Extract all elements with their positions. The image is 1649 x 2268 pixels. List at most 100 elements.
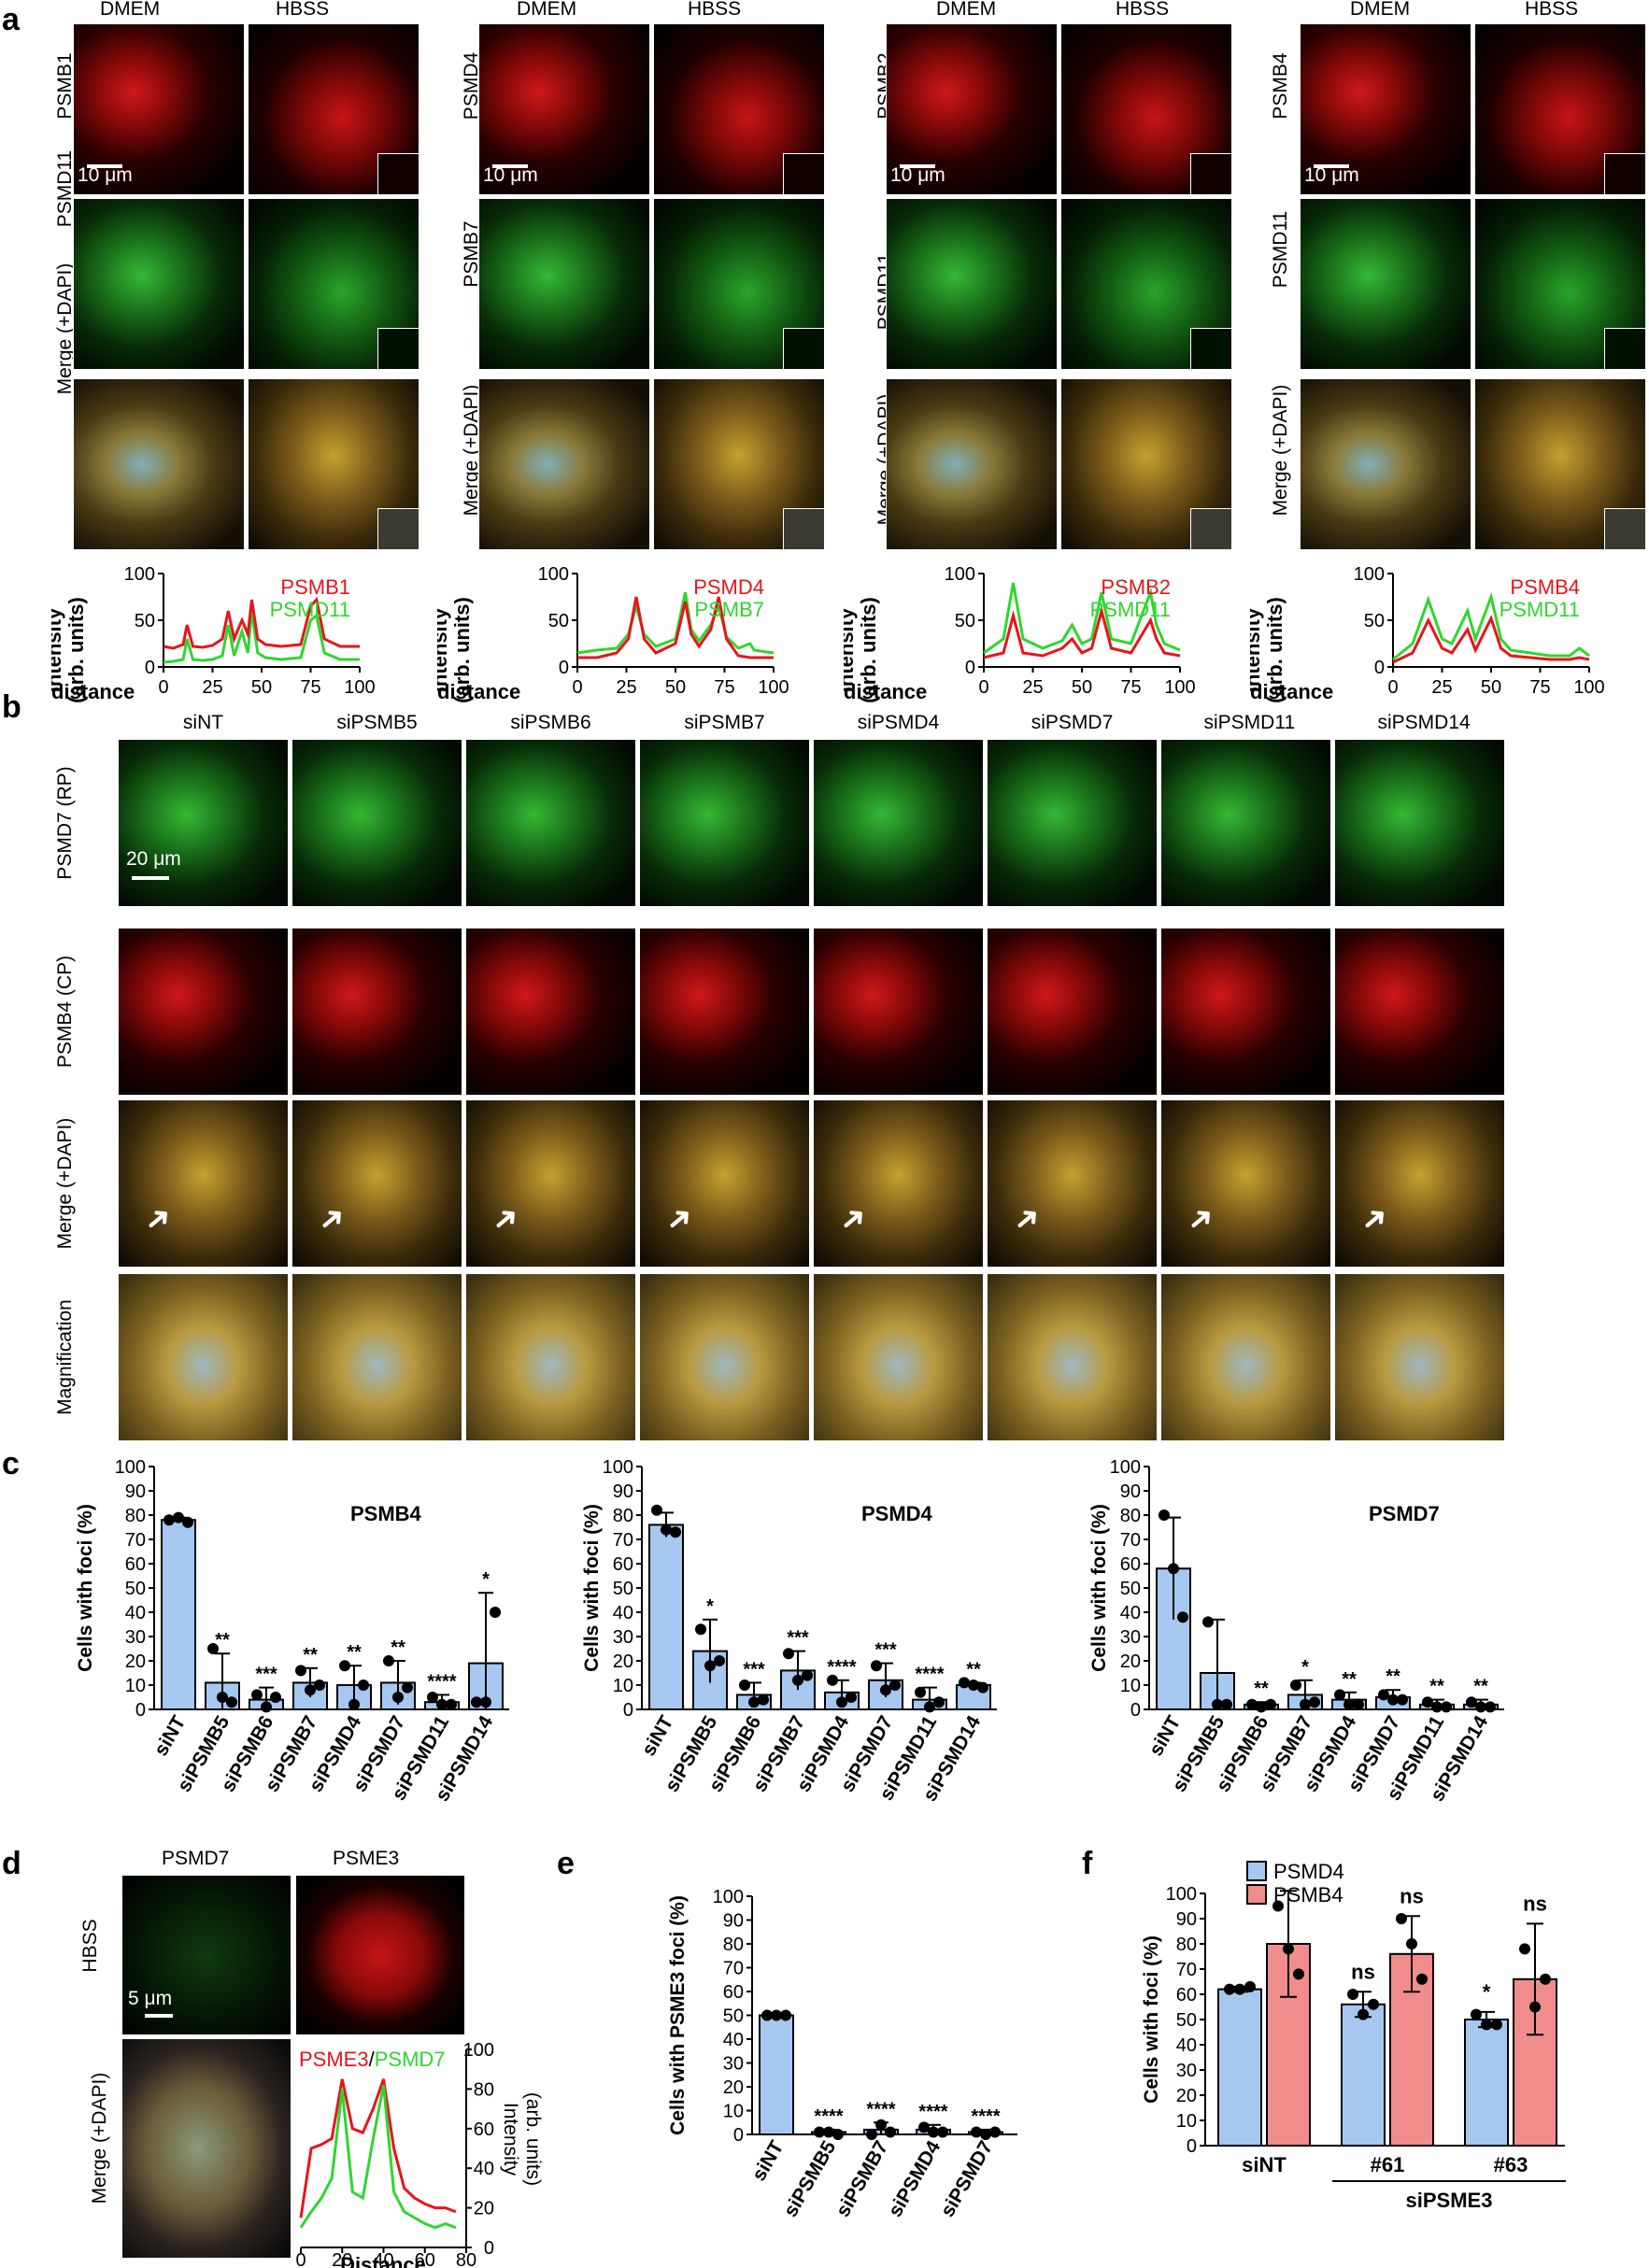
chart-title: PSMD4 bbox=[861, 1502, 933, 1525]
x-tick-label: 25 bbox=[616, 677, 636, 698]
image-merge-dmem bbox=[886, 378, 1058, 550]
y-tick-label: 80 bbox=[125, 1506, 146, 1526]
row-label-mid: PSMD11 bbox=[1270, 210, 1291, 289]
y-tick-label: 40 bbox=[613, 1603, 633, 1623]
data-point bbox=[1529, 2001, 1541, 2013]
bar bbox=[648, 1524, 684, 1711]
y-tick-label: 0 bbox=[135, 1700, 146, 1721]
data-point bbox=[1212, 1698, 1223, 1710]
data-point bbox=[270, 1692, 281, 1703]
data-point bbox=[163, 1514, 175, 1526]
y-tick-label: 60 bbox=[1120, 1554, 1141, 1575]
image-sipsmb6-row0 bbox=[465, 739, 636, 907]
data-point bbox=[1343, 1698, 1355, 1710]
data-point bbox=[714, 1655, 725, 1666]
y-tick-label: 0 bbox=[623, 1700, 633, 1721]
significance-label: **** bbox=[866, 2099, 895, 2119]
x-tick-label: siNT bbox=[1242, 2153, 1287, 2176]
significance-label: **** bbox=[915, 1665, 944, 1685]
image-psmb7-hbss bbox=[653, 198, 825, 370]
significance-label: *** bbox=[874, 1640, 897, 1661]
legend-label: PSMB2 bbox=[1101, 575, 1171, 599]
y-axis-label: (arb. units) bbox=[522, 2092, 544, 2186]
image-sipsmb7-row2: ➜ bbox=[639, 1099, 810, 1268]
data-point bbox=[1334, 1689, 1345, 1701]
col-label-sipsmd11: siPSMD11 bbox=[1203, 712, 1296, 733]
y-tick-label: 30 bbox=[613, 1627, 633, 1648]
y-axis-label: (arb. units) bbox=[64, 597, 88, 703]
data-point bbox=[980, 2129, 991, 2140]
data-point bbox=[695, 1623, 706, 1636]
scalebar-label: 10 μm bbox=[1304, 164, 1359, 186]
data-point bbox=[832, 2129, 844, 2140]
x-tick-label: 50 bbox=[251, 677, 272, 698]
data-point bbox=[295, 1665, 306, 1677]
series-line bbox=[299, 2078, 457, 2218]
arrow-icon: ➜ bbox=[135, 1196, 181, 1242]
x-tick-label: 40 bbox=[373, 2250, 393, 2268]
y-tick-label: 0 bbox=[1374, 658, 1385, 678]
scalebar-label: 10 μm bbox=[890, 164, 945, 186]
y-tick-label: 20 bbox=[125, 1651, 146, 1672]
data-point bbox=[959, 1677, 970, 1689]
scalebar-label: 5 μm bbox=[128, 1988, 173, 2009]
image-sipsmd11-row0 bbox=[1160, 739, 1331, 907]
data-point bbox=[339, 1660, 350, 1672]
y-tick-label: 0 bbox=[1187, 2136, 1197, 2157]
image-sipsmd7-row3 bbox=[987, 1273, 1158, 1441]
significance-label: ** bbox=[391, 1637, 405, 1658]
y-tick-label: 100 bbox=[713, 1887, 744, 1907]
image-psmd11-hbss bbox=[1474, 198, 1646, 370]
image-psmb7-dmem bbox=[478, 198, 650, 370]
y-axis-label: Cells with foci (%) bbox=[581, 1504, 603, 1672]
y-tick-label: 50 bbox=[1120, 1579, 1141, 1599]
significance-label: ** bbox=[215, 1630, 230, 1651]
significance-label: ** bbox=[1386, 1666, 1400, 1687]
x-tick-label: siPSMD7 bbox=[936, 2137, 997, 2220]
panel-letter-e: e bbox=[557, 1846, 575, 1881]
image-sipsmb6-row1 bbox=[465, 928, 636, 1096]
y-axis-label: (arb. units) bbox=[450, 597, 474, 703]
data-point bbox=[383, 1655, 394, 1666]
image-sipsmd11-row2: ➜ bbox=[1160, 1099, 1331, 1268]
data-point bbox=[358, 1680, 369, 1691]
x-tick-label: siNT bbox=[1145, 1712, 1186, 1760]
significance-label: ns bbox=[1351, 1960, 1375, 1983]
data-point bbox=[182, 1516, 193, 1528]
legend-label: PSMB7 bbox=[694, 598, 764, 621]
data-point bbox=[1290, 1680, 1301, 1691]
data-point bbox=[427, 1692, 438, 1703]
data-point bbox=[348, 1698, 360, 1710]
x-tick-label: 50 bbox=[1072, 677, 1092, 698]
image-psmd11-dmem bbox=[886, 198, 1058, 370]
row-label-2: Merge (+DAPI) bbox=[54, 1117, 76, 1250]
data-point bbox=[1475, 1701, 1486, 1713]
row-label-top: PSMB4 bbox=[1270, 52, 1291, 120]
image-sipsmd4-row0 bbox=[813, 739, 984, 907]
legend-label: PSMB4 bbox=[1273, 1883, 1343, 1907]
col-label-sipsmb5: siPSMB5 bbox=[336, 712, 418, 733]
y-tick-label: 30 bbox=[125, 1627, 146, 1648]
image-psmb2-hbss bbox=[1060, 23, 1232, 195]
x-tick-label: 100 bbox=[344, 677, 375, 698]
data-point bbox=[217, 1692, 228, 1703]
y-tick-label: 70 bbox=[1120, 1530, 1141, 1551]
data-point bbox=[1491, 2019, 1502, 2031]
col-label-dmem: DMEM bbox=[936, 0, 997, 20]
x-tick-label: 0 bbox=[1387, 677, 1398, 698]
legend-swatch bbox=[1246, 1861, 1267, 1881]
significance-label: **** bbox=[827, 1657, 856, 1678]
series-line bbox=[983, 605, 1181, 659]
y-tick-label: 80 bbox=[613, 1506, 633, 1526]
y-tick-label: 90 bbox=[125, 1481, 146, 1502]
x-tick-label: siNT bbox=[638, 1712, 678, 1760]
y-axis-label: Intensity bbox=[437, 607, 451, 692]
x-tick-label: 75 bbox=[1120, 677, 1141, 698]
y-tick-label: 30 bbox=[723, 2054, 744, 2075]
data-point bbox=[1358, 2008, 1369, 2020]
legend-label: PSMB1 bbox=[280, 575, 350, 599]
image-sipsmd14-row0 bbox=[1334, 739, 1505, 907]
scalebar-label: 10 μm bbox=[78, 164, 133, 186]
